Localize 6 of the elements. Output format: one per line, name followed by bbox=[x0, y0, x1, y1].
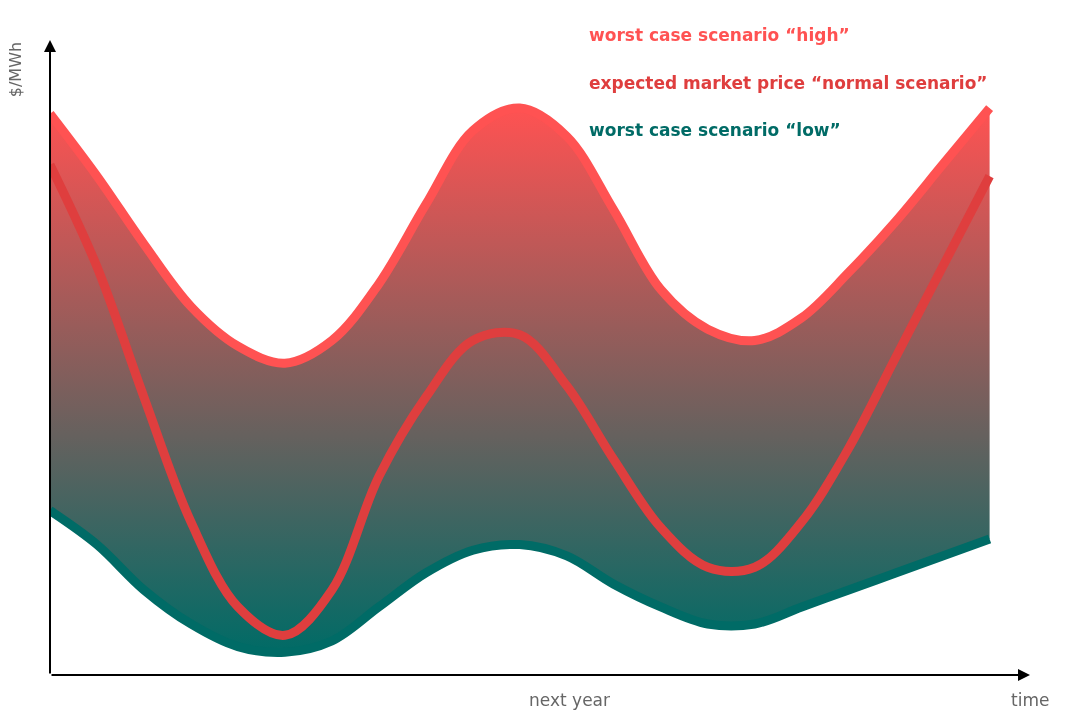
text: worst case scenario “low” bbox=[589, 120, 841, 140]
y-axis-title: $/MWh bbox=[6, 41, 26, 98]
x-axis-title: time bbox=[1011, 690, 1050, 710]
text: next year bbox=[529, 690, 610, 710]
text: expected market price “normal scenario” bbox=[589, 73, 988, 93]
text: worst case scenario “high” bbox=[589, 25, 850, 45]
